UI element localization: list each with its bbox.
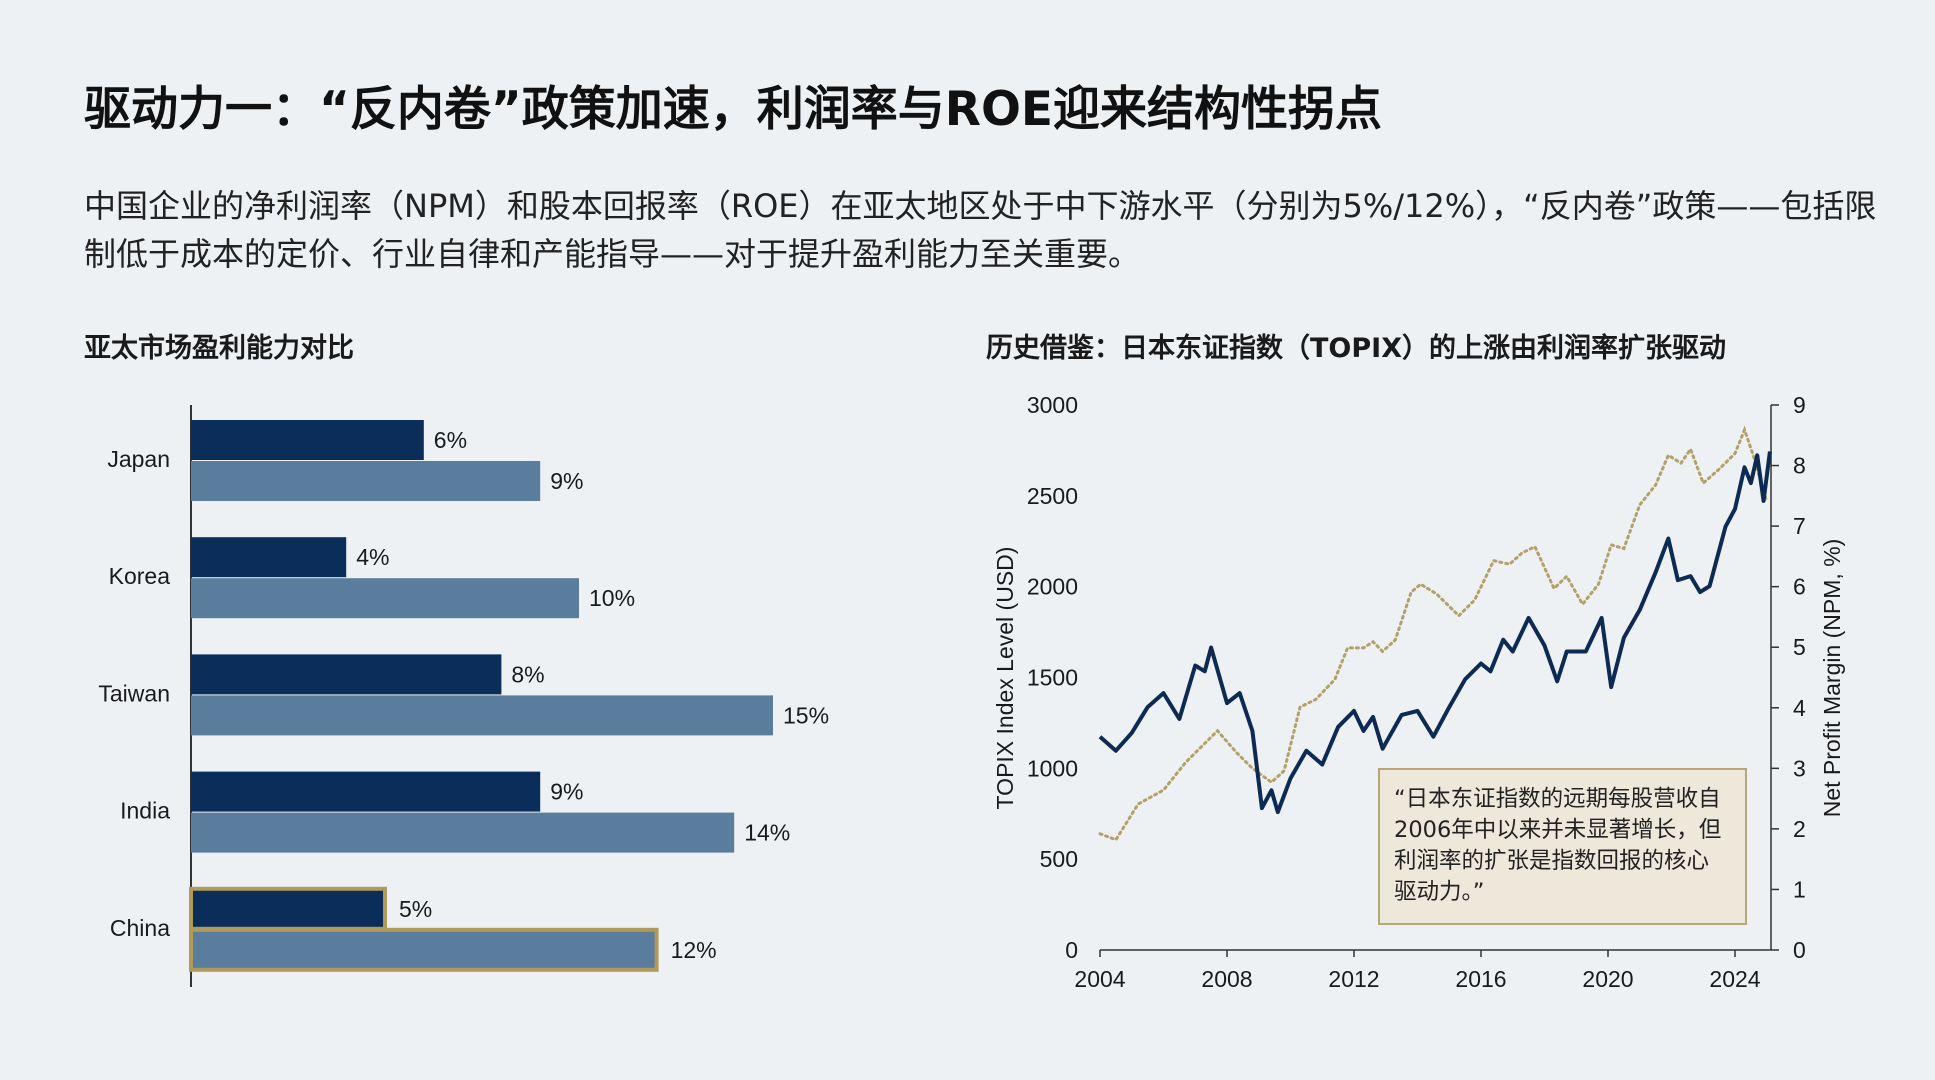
- roe-bar-taiwan: [191, 695, 773, 736]
- x-tick-label: 2008: [1201, 966, 1252, 992]
- topix-line: [1098, 451, 1772, 815]
- npm-bar-korea: [191, 537, 347, 578]
- category-label-china: China: [110, 915, 170, 941]
- y-tick-label: 2500: [1027, 483, 1078, 509]
- y2-tick-label: 8: [1793, 453, 1806, 479]
- x-tick-label: 2020: [1582, 966, 1633, 992]
- y-tick-label: 3000: [1027, 392, 1078, 418]
- roe-bar-china: [189, 927, 659, 972]
- roe-value-label: 14%: [744, 820, 790, 846]
- npm-bar-japan: [191, 420, 424, 460]
- y-tick-label: 500: [1040, 846, 1078, 872]
- roe-value-label: 15%: [783, 702, 829, 728]
- y2-tick-label: 0: [1793, 937, 1806, 963]
- npm-value-label: 9%: [550, 779, 583, 805]
- y2-tick-label: 6: [1793, 574, 1806, 600]
- npm-value-label: 4%: [356, 544, 389, 570]
- y2-tick-label: 3: [1793, 755, 1806, 781]
- y-axis-label: TOPIX Index Level (USD): [992, 547, 1018, 810]
- category-label-india: India: [120, 798, 170, 824]
- roe-bar-japan: [191, 461, 541, 501]
- y2-tick-label: 7: [1793, 513, 1806, 539]
- y-tick-label: 1500: [1027, 665, 1078, 691]
- y2-tick-label: 5: [1793, 634, 1806, 660]
- roe-bar-korea: [191, 578, 579, 619]
- x-tick-label: 2024: [1709, 966, 1760, 992]
- roe-value-label: 9%: [550, 468, 583, 494]
- bar-chart-title: 亚太市场盈利能力对比: [84, 333, 354, 364]
- x-tick-label: 2016: [1455, 966, 1506, 992]
- y2-tick-label: 4: [1793, 695, 1806, 721]
- roe-value-label: 12%: [671, 937, 717, 963]
- y2-tick-label: 1: [1793, 876, 1806, 902]
- npm-line: [1098, 425, 1769, 842]
- npm-value-label: 5%: [399, 896, 432, 922]
- npm-value-label: 6%: [434, 427, 467, 453]
- x-tick-label: 2012: [1328, 966, 1379, 992]
- npm-bar-china: [189, 886, 387, 931]
- page-title: 驱动力一：“反内卷”政策加速，利润率与ROE迎来结构性拐点: [84, 82, 1383, 137]
- x-tick-label: 2004: [1074, 966, 1125, 992]
- npm-bar-taiwan: [191, 654, 502, 695]
- y-tick-label: 2000: [1027, 574, 1078, 600]
- y2-tick-label: 9: [1793, 392, 1806, 418]
- npm-bar-india: [191, 771, 541, 812]
- line-chart-title: 历史借鉴：日本东证指数（TOPIX）的上涨由利润率扩张驱动: [986, 333, 1727, 364]
- category-label-taiwan: Taiwan: [98, 680, 170, 706]
- roe-bar-india: [191, 812, 735, 853]
- npm-value-label: 8%: [511, 661, 544, 687]
- annotation-box: “日本东证指数的远期每股营收自2006年中以来并未显著增长，但利润率的扩张是指数…: [1378, 768, 1747, 925]
- category-label-korea: Korea: [109, 563, 171, 589]
- y2-tick-label: 2: [1793, 816, 1806, 842]
- category-label-japan: Japan: [107, 446, 170, 472]
- y-tick-label: 0: [1065, 937, 1078, 963]
- page-description: 中国企业的净利润率（NPM）和股本回报率（ROE）在亚太地区处于中下游水平（分别…: [84, 187, 1877, 273]
- roe-value-label: 10%: [589, 585, 635, 611]
- y-tick-label: 1000: [1027, 755, 1078, 781]
- y2-axis-label: Net Profit Margin (NPM, %): [1819, 539, 1845, 818]
